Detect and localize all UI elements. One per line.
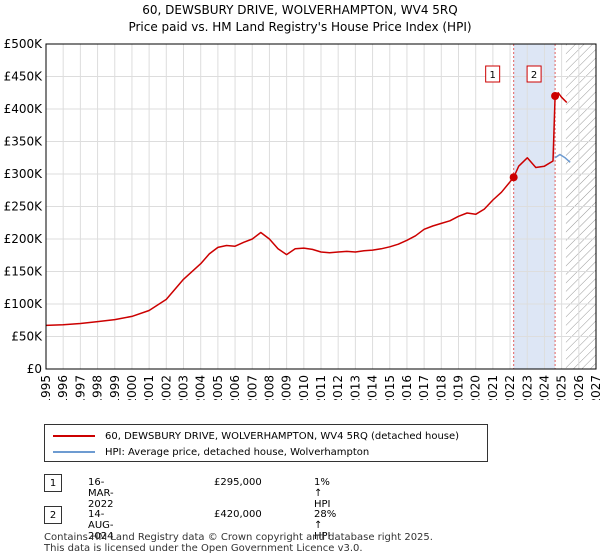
x-tick-label: 2005	[211, 375, 225, 400]
annotation-price: £420,000	[214, 509, 262, 520]
x-tick-label: 2007	[245, 375, 259, 400]
x-tick-label: 1999	[108, 375, 122, 400]
x-tick-label: 2027	[589, 375, 600, 400]
x-tick-label: 2023	[520, 375, 534, 400]
y-tick-label: £350K	[4, 135, 44, 149]
annotation-date: 14-AUG-2024	[88, 509, 114, 542]
y-tick-label: £100K	[4, 297, 44, 311]
sale-2-marker	[551, 92, 560, 100]
x-tick-label: 2025	[555, 375, 569, 400]
x-tick-label: 1998	[91, 375, 105, 400]
sale-2-label-box	[526, 65, 542, 83]
x-tick-label: 2019	[452, 375, 466, 400]
x-tick-label: 2006	[228, 375, 242, 400]
plot-frame	[45, 43, 597, 370]
x-tick-label: 2010	[297, 375, 311, 400]
x-tick-label: 2009	[280, 375, 294, 400]
x-tick-label: 2011	[314, 375, 328, 400]
x-tick-label: 2004	[194, 375, 208, 400]
legend-label-hpi: HPI: Average price, detached house, Wolv…	[105, 446, 370, 458]
annotation-hpi: 1% ↑ HPI	[314, 477, 331, 510]
y-tick-label: £150K	[4, 265, 44, 279]
y-tick-label: £50K	[11, 330, 43, 344]
x-tick-label: 2012	[331, 375, 345, 400]
y-tick-label: £300K	[4, 167, 44, 181]
x-tick-label: 1997	[73, 375, 87, 400]
x-tick-label: 2008	[262, 375, 276, 400]
sale-1-marker	[509, 173, 518, 182]
x-tick-label: 2017	[417, 375, 431, 400]
annotation-hpi: 28% ↑ HPI	[314, 509, 337, 542]
annotation-number: 2	[44, 506, 62, 524]
x-tick-label: 2003	[177, 375, 191, 400]
footer-copyright: Contains HM Land Registry data © Crown c…	[44, 532, 433, 543]
legend-label-property: 60, DEWSBURY DRIVE, WOLVERHAMPTON, WV4 5…	[105, 430, 460, 442]
chart-subtitle: Price paid vs. HM Land Registry's House …	[128, 20, 472, 34]
chart-title: 60, DEWSBURY DRIVE, WOLVERHAMPTON, WV4 5…	[142, 3, 458, 17]
x-tick-label: 2016	[400, 375, 414, 400]
legend-item-property: 60, DEWSBURY DRIVE, WOLVERHAMPTON, WV4 5…	[53, 429, 459, 443]
x-tick-label: 2001	[142, 375, 156, 400]
x-tick-label: 2020	[469, 375, 483, 400]
y-tick-label: £0	[27, 362, 42, 376]
x-tick-label: 2002	[159, 375, 173, 400]
legend-swatch-hpi	[53, 451, 95, 453]
y-tick-label: £450K	[4, 70, 44, 84]
price-chart: £0 £50K £100K £150K £200K £250K £300K £350K £400…	[4, 37, 600, 400]
legend-swatch-property	[53, 435, 95, 437]
annotation-date: 16-MAR-2022	[88, 477, 114, 510]
footer-license: This data is licensed under the Open Gov…	[44, 543, 363, 554]
x-tick-label: 2000	[125, 375, 139, 400]
hpi-line	[554, 153, 571, 163]
legend: 60, DEWSBURY DRIVE, WOLVERHAMPTON, WV4 5…	[44, 424, 488, 462]
x-tick-label: 2015	[383, 375, 397, 400]
annotation-price: £295,000	[214, 477, 262, 488]
x-tick-label: 2021	[486, 375, 500, 400]
y-tick-label: £500K	[4, 37, 44, 51]
y-tick-label: £250K	[4, 200, 44, 214]
x-tick-label: 2024	[537, 375, 551, 400]
x-tick-label: 2022	[503, 375, 517, 400]
sale-2-label: 2	[531, 70, 537, 81]
x-tick-label: 1995	[39, 375, 53, 400]
sale-1-label: 1	[489, 70, 495, 81]
x-tick-label: 2014	[366, 375, 380, 400]
x-tick-label: 2018	[434, 375, 448, 400]
x-tick-label: 2013	[348, 375, 362, 400]
x-tick-label: 1996	[56, 375, 70, 400]
x-tick-label: 2026	[572, 375, 586, 400]
sale-1-label-box	[485, 65, 501, 83]
y-tick-label: £400K	[4, 102, 44, 116]
legend-item-hpi: HPI: Average price, detached house, Wolv…	[53, 445, 369, 459]
y-tick-label: £200K	[4, 232, 44, 246]
annotation-number: 1	[44, 474, 62, 492]
